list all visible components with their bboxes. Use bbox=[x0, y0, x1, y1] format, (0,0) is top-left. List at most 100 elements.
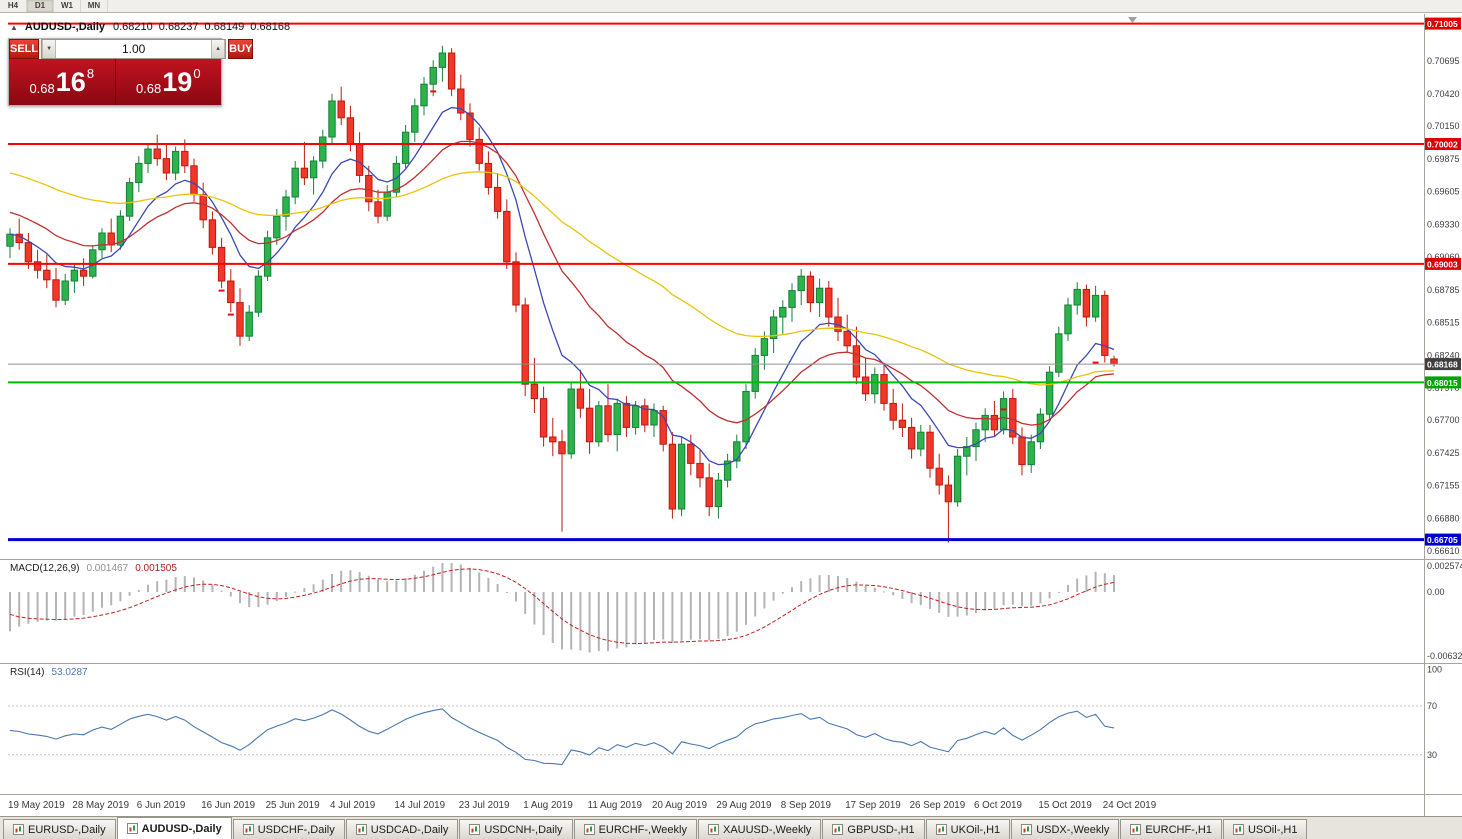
candle-up bbox=[6, 233, 14, 247]
candle-down bbox=[622, 402, 631, 428]
candle-up bbox=[309, 160, 318, 179]
candle-down bbox=[907, 426, 916, 450]
chart-tab-icon bbox=[583, 824, 595, 835]
candle-down bbox=[641, 405, 649, 426]
macd-name: MACD(12,26,9) bbox=[10, 563, 80, 574]
candle-up bbox=[567, 388, 575, 455]
candle-down bbox=[355, 143, 364, 176]
chart-tab-usoil-h1[interactable]: USOil-,H1 bbox=[1222, 819, 1308, 839]
chart-tab-usdx-weekly[interactable]: USDX-,Weekly bbox=[1011, 819, 1120, 839]
price-axis-label: 0.69605 bbox=[1427, 187, 1460, 197]
chart-tab-usdcad-daily[interactable]: USDCAD-,Daily bbox=[345, 819, 459, 839]
candle-down bbox=[935, 467, 943, 486]
macd-signal-value: 0.001505 bbox=[135, 563, 177, 574]
candle-down bbox=[447, 52, 456, 90]
rsi-line bbox=[9, 708, 1115, 766]
price-badge: 0.70002 bbox=[1425, 138, 1461, 150]
candle-down bbox=[457, 88, 465, 114]
candle-up bbox=[319, 136, 327, 162]
svg-text:0.69003: 0.69003 bbox=[1427, 259, 1458, 269]
macd-axis-label: -0.006326 bbox=[1427, 651, 1462, 661]
price-axis-label: 0.69060 bbox=[1427, 252, 1460, 262]
timeframe-button-w1[interactable]: W1 bbox=[54, 0, 81, 12]
candle-down bbox=[475, 138, 483, 164]
buy-price-prefix: 0.68 bbox=[135, 80, 162, 96]
chart-tab-gbpusd-h1[interactable]: GBPUSD-,H1 bbox=[822, 819, 925, 839]
price-axis-label: 0.68240 bbox=[1427, 350, 1460, 360]
candle-up bbox=[999, 398, 1008, 431]
collapse-trade-panel-icon[interactable]: ▲ bbox=[10, 22, 18, 32]
chart-tab-eurchf-h1[interactable]: EURCHF-,H1 bbox=[1120, 819, 1222, 839]
buy-button[interactable]: BUY bbox=[228, 39, 254, 59]
timeframe-button-h4[interactable]: H4 bbox=[0, 0, 27, 12]
candle-down bbox=[466, 112, 474, 140]
price-axis-label: 0.70420 bbox=[1427, 89, 1460, 99]
timeframe-button-d1[interactable]: D1 bbox=[27, 0, 54, 12]
price-axis-label: 0.70695 bbox=[1427, 56, 1460, 66]
candle-down bbox=[1018, 436, 1026, 466]
volume-input[interactable] bbox=[56, 40, 212, 58]
rsi-axis-label: 30 bbox=[1427, 750, 1437, 760]
time-axis-label: 23 Jul 2019 bbox=[459, 800, 510, 811]
time-axis-label: 28 May 2019 bbox=[72, 800, 129, 811]
candle-up bbox=[135, 162, 143, 184]
ohlc-high: 0.68237 bbox=[158, 21, 199, 33]
candle-down bbox=[549, 436, 557, 443]
chart-tab-label: EURCHF-,H1 bbox=[1145, 823, 1212, 836]
sell-price[interactable]: 0.68 16 8 bbox=[9, 59, 116, 105]
chart-tab-label: USOil-,H1 bbox=[1247, 823, 1298, 836]
candle-down bbox=[337, 100, 345, 119]
timeframe-button-mn[interactable]: MN bbox=[81, 0, 108, 12]
timeframe-toolbar: H4 D1 W1 MN bbox=[0, 0, 1462, 13]
buy-price[interactable]: 0.68 19 0 bbox=[116, 59, 222, 105]
candle-up bbox=[401, 131, 410, 164]
ma-line-medium bbox=[9, 140, 1115, 426]
candles-layer bbox=[6, 45, 1118, 543]
chart-tab-label: EURCHF-,Weekly bbox=[598, 823, 687, 836]
candle-up bbox=[61, 280, 69, 301]
volume-stepper: ▼ ▲ bbox=[41, 39, 227, 59]
chart-tab-eurusd-daily[interactable]: EURUSD-,Daily bbox=[3, 819, 116, 839]
candle-up bbox=[751, 354, 759, 392]
candle-up bbox=[383, 191, 391, 217]
chart-shift-marker[interactable] bbox=[1128, 17, 1137, 23]
svg-text:0.68168: 0.68168 bbox=[1427, 360, 1458, 370]
candle-down bbox=[208, 219, 217, 248]
time-axis-label: 1 Aug 2019 bbox=[523, 800, 573, 811]
time-axis-label: 20 Aug 2019 bbox=[652, 800, 707, 811]
macd-axis-label: 0.002574 bbox=[1427, 561, 1462, 571]
candle-down bbox=[503, 210, 511, 263]
candle-up bbox=[815, 287, 824, 304]
sell-button[interactable]: SELL bbox=[9, 39, 40, 59]
candle-down bbox=[668, 443, 677, 510]
chart-tab-label: UKOil-,H1 bbox=[950, 823, 1001, 836]
price-axis-label: 0.68785 bbox=[1427, 285, 1460, 295]
candle-down bbox=[558, 441, 566, 455]
volume-up-button[interactable]: ▲ bbox=[211, 40, 226, 58]
time-axis-label: 4 Jul 2019 bbox=[330, 800, 375, 811]
ma-line-fast bbox=[9, 106, 1115, 466]
chart-tab-audusd-daily[interactable]: AUDUSD-,Daily bbox=[116, 817, 232, 839]
candle-up bbox=[595, 405, 603, 443]
chart-tab-usdcnh-daily[interactable]: USDCNH-,Daily bbox=[459, 819, 573, 839]
chart-tab-usdchf-daily[interactable]: USDCHF-,Daily bbox=[232, 819, 345, 839]
candle-up bbox=[981, 414, 989, 431]
price-axis-label: 0.66610 bbox=[1427, 546, 1460, 556]
candle-down bbox=[346, 117, 355, 145]
volume-down-button[interactable]: ▼ bbox=[42, 40, 57, 58]
candle-up bbox=[328, 100, 336, 138]
time-axis-label: 6 Jun 2019 bbox=[137, 800, 185, 811]
candle-up bbox=[254, 275, 263, 313]
candle-down bbox=[852, 345, 861, 378]
chart-tab-label: AUDUSD-,Daily bbox=[141, 822, 222, 835]
chart-tab-ukoil-h1[interactable]: UKOil-,H1 bbox=[925, 819, 1011, 839]
chart-tab-eurchf-weekly[interactable]: EURCHF-,Weekly bbox=[573, 819, 697, 839]
rsi-indicator-label: RSI(14) 53.0287 bbox=[10, 667, 88, 678]
candle-up bbox=[282, 196, 290, 217]
time-axis-label: 15 Oct 2019 bbox=[1038, 800, 1091, 811]
candle-down bbox=[576, 388, 585, 409]
chart-tab-icon bbox=[355, 824, 367, 835]
chart-tab-xauusd-weekly[interactable]: XAUUSD-,Weekly bbox=[697, 819, 822, 839]
chart-tab-icon bbox=[242, 824, 254, 835]
